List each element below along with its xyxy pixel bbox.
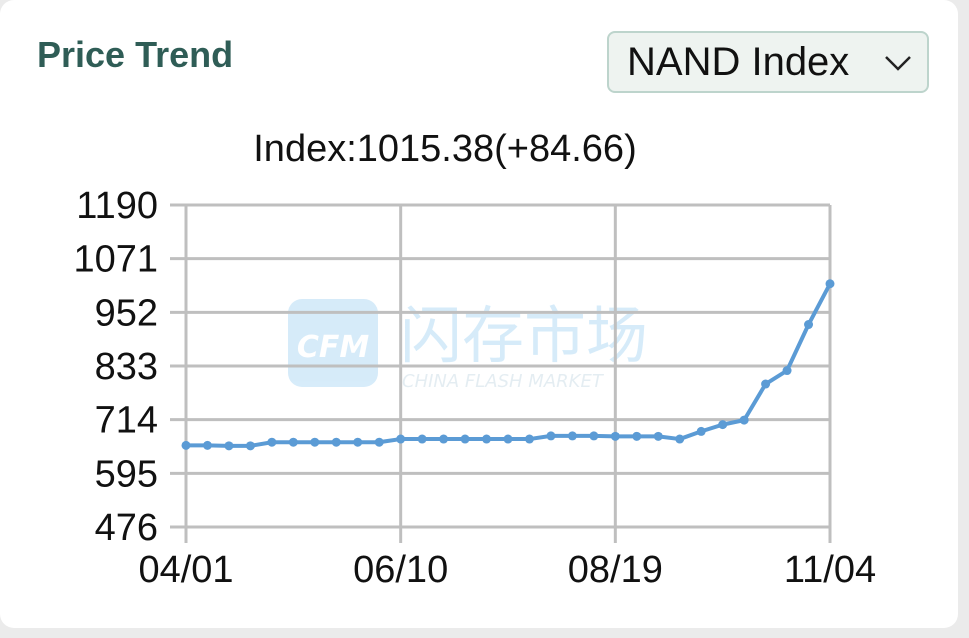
data-point: [653, 431, 663, 441]
y-tick-label: 833: [95, 346, 158, 388]
y-tick-label: 476: [95, 507, 158, 549]
y-tick-label: 714: [95, 400, 158, 442]
data-point: [632, 431, 642, 441]
data-point: [202, 440, 212, 450]
data-point: [396, 434, 406, 444]
x-tick-label: 04/01: [138, 549, 233, 591]
data-point: [524, 434, 534, 444]
data-point: [245, 441, 255, 451]
index-selector-value: NAND Index: [627, 39, 850, 84]
index-summary-label: Index:1015.38(+84.66): [253, 128, 637, 170]
data-point: [782, 366, 792, 376]
data-point: [460, 434, 470, 444]
chart-series: [181, 279, 835, 451]
data-point: [224, 441, 234, 451]
chart-grid: [170, 203, 832, 543]
data-point: [825, 279, 835, 289]
y-tick-label: 1190: [76, 185, 158, 227]
data-point: [696, 426, 706, 436]
data-point: [310, 437, 320, 447]
x-tick-label: 08/19: [568, 549, 663, 591]
data-point: [353, 437, 363, 447]
data-point: [610, 431, 620, 441]
y-tick-label: 952: [95, 292, 158, 334]
y-tick-label: 595: [95, 453, 158, 495]
data-point: [331, 437, 341, 447]
price-trend-card: Price Trend NAND Index Index:1015.38(+84…: [0, 0, 958, 628]
chevron-down-icon: [885, 56, 911, 71]
data-point: [267, 437, 277, 447]
watermark-english-text: CHINA FLASH MARKET: [402, 371, 605, 392]
page-title: Price Trend: [37, 34, 234, 75]
data-point: [761, 379, 771, 389]
data-point: [482, 434, 492, 444]
data-point: [503, 434, 513, 444]
data-point: [718, 420, 728, 430]
y-tick-label: 1071: [73, 239, 158, 281]
x-tick-label: 06/10: [353, 549, 448, 591]
data-point: [417, 434, 427, 444]
data-point: [546, 431, 556, 441]
data-point: [567, 431, 577, 441]
data-point: [589, 431, 599, 441]
data-point: [288, 437, 298, 447]
data-point: [439, 434, 449, 444]
data-point: [739, 415, 749, 425]
data-point: [804, 320, 814, 330]
data-point: [374, 437, 384, 447]
index-selector-dropdown[interactable]: NAND Index: [607, 31, 929, 93]
data-point: [675, 434, 685, 444]
x-tick-label: 11/04: [784, 549, 876, 591]
watermark-logo-text: CFM: [297, 330, 370, 365]
data-point: [181, 440, 191, 450]
watermark-chinese-text: 闪存市场: [400, 299, 648, 372]
